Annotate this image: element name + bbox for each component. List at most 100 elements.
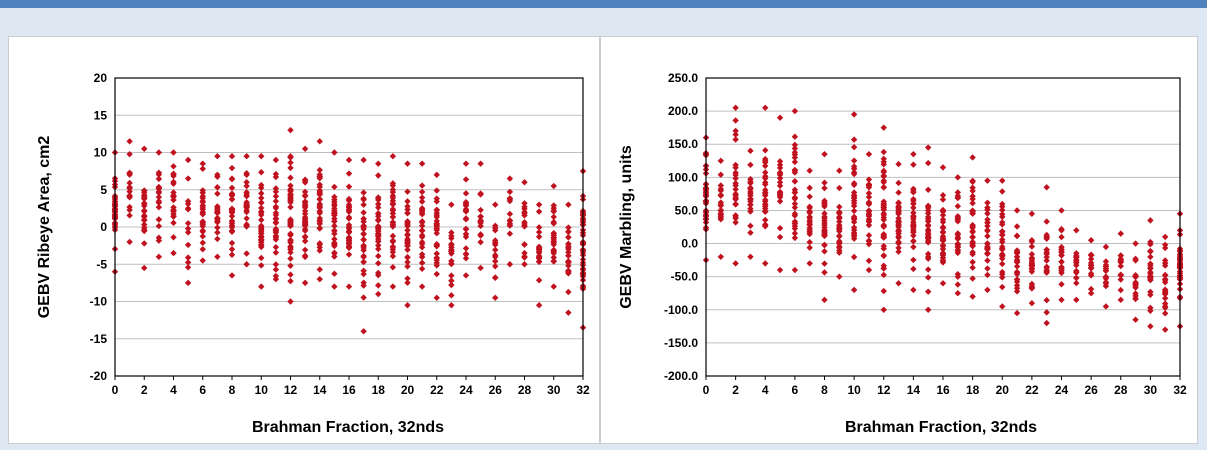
left-data-point <box>141 187 148 194</box>
left-data-point <box>565 268 572 275</box>
right-data-point <box>1013 263 1021 270</box>
right-data-point <box>1058 258 1065 265</box>
right-x-tick-label: 2 <box>732 383 739 397</box>
right-data-point <box>939 196 947 203</box>
right-data-point <box>791 189 799 196</box>
right-data-point <box>1117 258 1124 265</box>
left-data-point <box>126 179 133 187</box>
window-accent-bar <box>0 0 1207 8</box>
left-data-point <box>316 220 323 228</box>
left-data-point <box>243 215 250 222</box>
right-data-point <box>939 233 947 240</box>
left-data-point <box>433 220 440 227</box>
left-data-point <box>462 255 470 262</box>
right-data-point <box>821 179 828 186</box>
left-data-point <box>316 190 323 197</box>
right-data-point <box>1073 296 1080 304</box>
right-x-tick-label: 22 <box>1025 383 1039 397</box>
right-data-point <box>939 216 947 223</box>
left-data-point <box>301 253 309 261</box>
left-data-point <box>506 195 514 203</box>
left-data-point <box>433 211 440 219</box>
right-data-point <box>1087 259 1095 267</box>
right-data-point <box>836 203 843 211</box>
left-data-point <box>492 227 499 234</box>
left-data-point <box>287 222 294 230</box>
right-y-tick-label: 100.0 <box>668 170 698 184</box>
right-data-point <box>732 136 739 143</box>
right-data-point <box>791 107 799 115</box>
right-data-point <box>984 265 991 272</box>
left-data-point <box>404 239 411 246</box>
left-data-point <box>375 252 382 260</box>
left-data-point <box>331 207 338 214</box>
left-data-point <box>126 212 133 219</box>
left-data-point <box>272 185 280 192</box>
right-data-point <box>999 260 1006 268</box>
right-data-point <box>1161 326 1169 333</box>
right-data-point <box>1028 265 1036 272</box>
right-data-point <box>969 199 976 207</box>
left-data-point <box>301 233 309 240</box>
right-data-point <box>1087 237 1095 244</box>
left-data-point <box>287 219 294 226</box>
left-data-point <box>155 169 163 176</box>
right-data-point <box>717 202 725 210</box>
right-data-point <box>1013 288 1021 295</box>
right-data-point <box>1087 285 1095 293</box>
right-data-point <box>939 208 947 215</box>
left-data-point <box>243 207 250 214</box>
left-data-point <box>550 254 557 261</box>
left-data-point <box>404 231 411 239</box>
right-data-point <box>1117 276 1124 283</box>
left-x-tick-label: 28 <box>518 383 532 397</box>
left-data-point <box>375 200 382 208</box>
left-data-point <box>418 205 426 212</box>
left-data-point <box>301 222 309 229</box>
left-data-point <box>360 201 367 208</box>
right-data-point <box>791 158 799 166</box>
right-data-point <box>1147 253 1154 261</box>
right-data-point <box>880 306 887 313</box>
left-data-point <box>199 228 206 235</box>
right-data-point <box>806 193 813 200</box>
left-data-point <box>228 223 236 231</box>
right-data-point <box>836 238 843 245</box>
left-data-point <box>565 228 572 235</box>
left-data-point <box>565 288 572 296</box>
right-data-point <box>939 257 947 265</box>
left-data-point <box>418 232 426 239</box>
left-data-point <box>243 182 250 190</box>
left-data-point <box>360 231 367 238</box>
left-data-point <box>214 204 221 212</box>
left-y-tick-label: -5 <box>96 257 107 271</box>
left-data-point <box>477 264 484 272</box>
left-data-point <box>418 188 426 196</box>
right-data-point <box>1117 230 1124 237</box>
left-data-point <box>506 217 514 224</box>
left-data-point <box>287 174 294 181</box>
left-data-point <box>448 260 455 268</box>
left-data-point <box>506 210 514 218</box>
right-data-point <box>1028 251 1036 258</box>
right-data-point <box>791 230 799 237</box>
left-data-point <box>550 239 557 246</box>
left-x-tick-label: 4 <box>170 383 177 397</box>
right-data-point <box>1161 262 1169 269</box>
right-data-point <box>850 215 858 223</box>
left-data-point <box>492 263 499 270</box>
left-data-point <box>331 253 338 260</box>
right-data-point <box>1102 273 1110 281</box>
right-data-point <box>850 181 858 189</box>
left-data-point <box>331 212 338 219</box>
right-data-point <box>850 192 858 199</box>
right-data-point <box>732 186 739 193</box>
left-data-point <box>448 240 455 248</box>
right-y-tick-label: 50.0 <box>675 203 699 217</box>
right-data-point <box>895 238 902 246</box>
left-data-point <box>433 226 440 234</box>
left-data-point <box>550 218 557 226</box>
left-data-point <box>316 275 323 283</box>
left-data-point <box>331 218 338 225</box>
left-data-point <box>492 274 499 282</box>
